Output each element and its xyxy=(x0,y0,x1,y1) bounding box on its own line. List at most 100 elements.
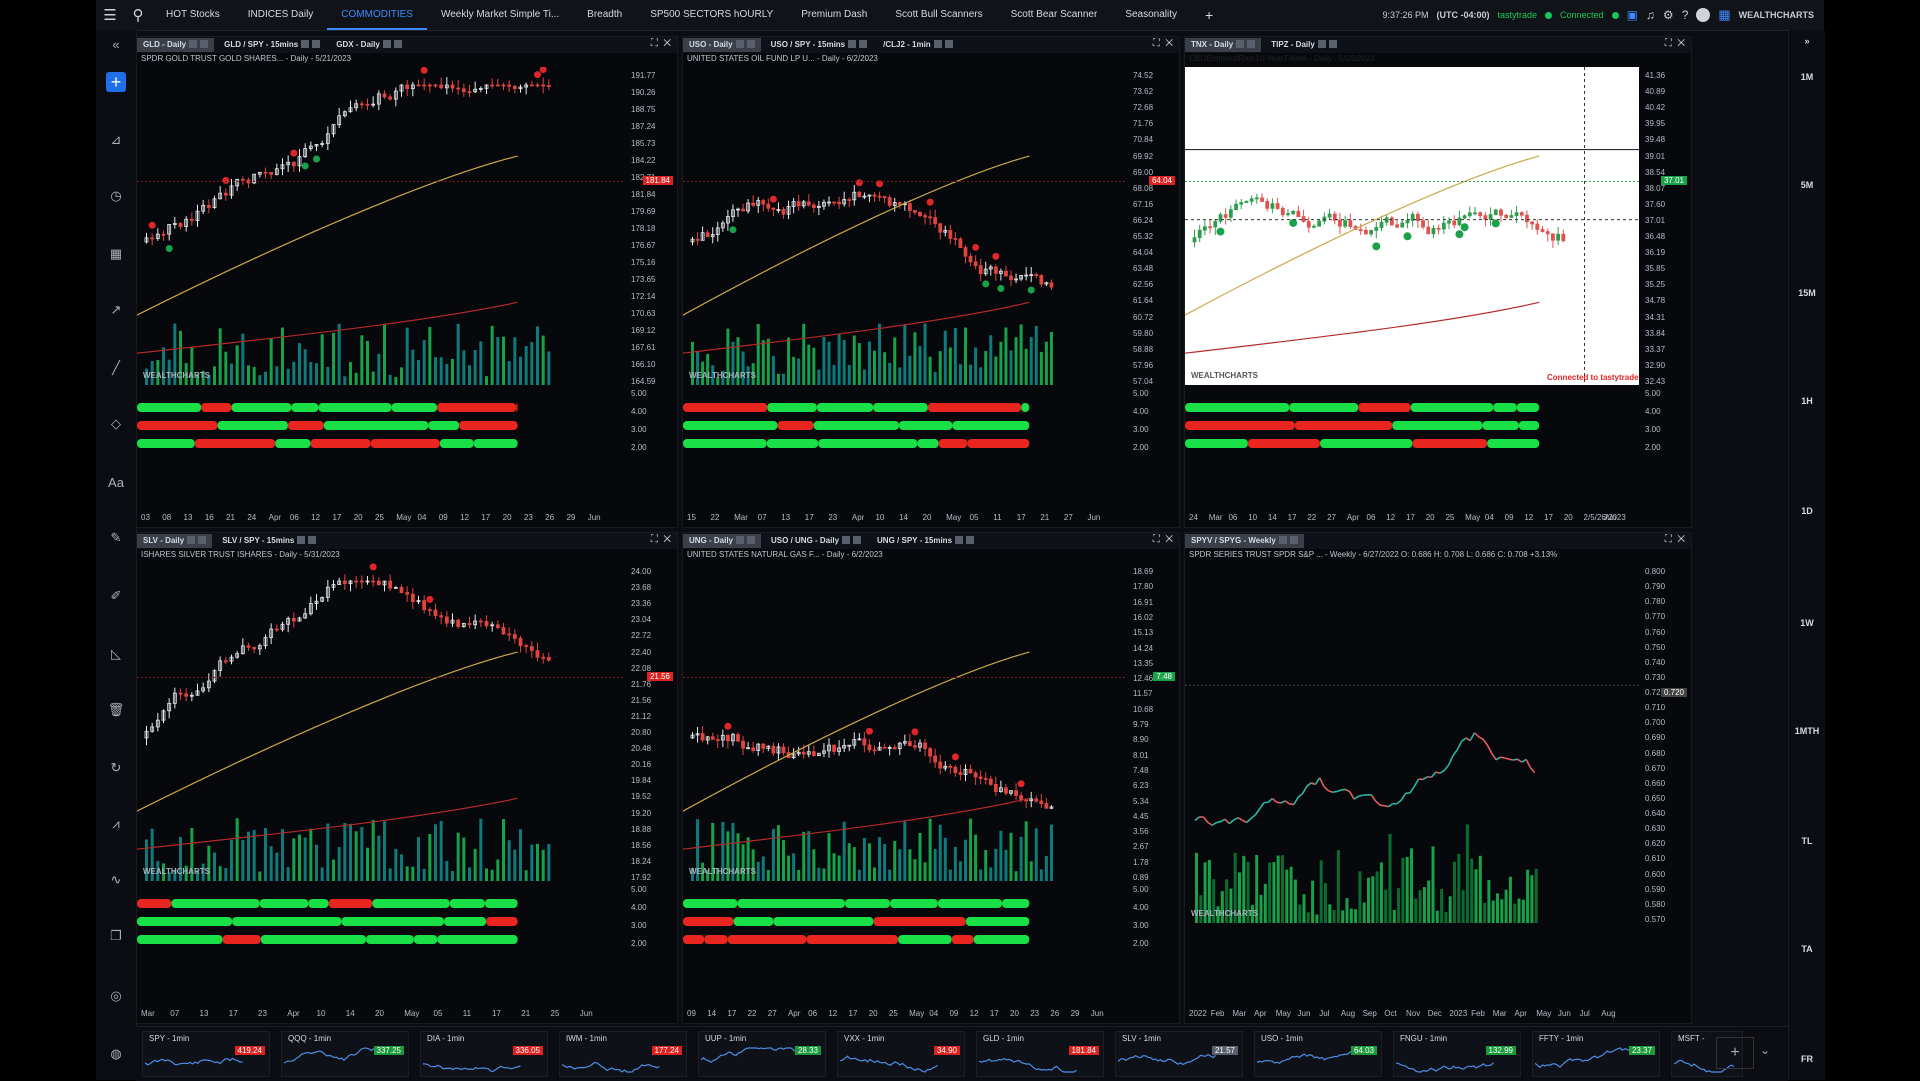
candle[interactable] xyxy=(989,779,992,784)
chart-plot-area[interactable] xyxy=(1185,563,1639,923)
close-tab-icon[interactable] xyxy=(966,536,974,544)
candle[interactable] xyxy=(1427,227,1430,234)
candle[interactable] xyxy=(241,179,244,180)
candle[interactable] xyxy=(292,618,295,621)
chart-tab[interactable]: SLV / SPY - 15mins xyxy=(216,534,322,548)
candle[interactable] xyxy=(908,742,911,746)
candle[interactable] xyxy=(377,581,380,585)
indicator-pane[interactable] xyxy=(1185,395,1639,458)
tab-premium-dash[interactable]: Premium Dash xyxy=(787,0,881,30)
candle[interactable] xyxy=(1557,234,1560,240)
candle[interactable] xyxy=(406,85,409,89)
candle[interactable] xyxy=(1562,234,1565,240)
candle[interactable] xyxy=(270,172,273,174)
candle[interactable] xyxy=(878,196,881,197)
candle[interactable] xyxy=(224,193,227,195)
tab-sp500-sectors[interactable]: SP500 SECTORS hOURLY xyxy=(636,0,787,30)
settings-icon[interactable] xyxy=(189,40,197,48)
candle[interactable] xyxy=(883,747,886,748)
candle[interactable] xyxy=(1546,232,1549,234)
candle[interactable] xyxy=(913,746,916,748)
candle[interactable] xyxy=(974,262,977,266)
candle[interactable] xyxy=(162,234,165,235)
candle[interactable] xyxy=(1219,215,1222,222)
close-icon[interactable]: ✕ xyxy=(1677,38,1685,49)
candle[interactable] xyxy=(1245,201,1248,202)
collapse-panel-icon[interactable]: « xyxy=(106,34,126,54)
candle[interactable] xyxy=(863,739,866,745)
candle[interactable] xyxy=(1541,229,1544,231)
candle[interactable] xyxy=(883,197,886,198)
indicator-pane[interactable] xyxy=(683,395,1127,458)
chart-plot-area[interactable] xyxy=(683,67,1127,385)
close-tab-icon[interactable] xyxy=(1290,536,1298,544)
candle[interactable] xyxy=(1214,221,1217,227)
avatar[interactable] xyxy=(1696,8,1710,22)
candle[interactable] xyxy=(457,88,460,89)
candle[interactable] xyxy=(742,209,745,211)
candle[interactable] xyxy=(1318,221,1321,226)
help-icon[interactable]: ? xyxy=(1682,8,1689,22)
candle[interactable] xyxy=(893,748,896,749)
chart-plot-area[interactable] xyxy=(1185,67,1639,385)
close-tab-icon[interactable] xyxy=(312,40,320,48)
tab-weekly-market[interactable]: Weekly Market Simple Ti... xyxy=(427,0,573,30)
candle[interactable] xyxy=(954,767,957,772)
candle[interactable] xyxy=(1020,796,1023,800)
candle[interactable] xyxy=(1474,213,1477,214)
candle[interactable] xyxy=(1224,215,1227,218)
candle[interactable] xyxy=(802,752,805,754)
tab-bear-scanner[interactable]: Scott Bear Scanner xyxy=(997,0,1112,30)
candle[interactable] xyxy=(1004,271,1007,276)
candle[interactable] xyxy=(929,749,932,756)
chart-tab[interactable]: /CLJ2 - 1min xyxy=(877,38,959,52)
settings-icon[interactable] xyxy=(301,40,309,48)
close-tab-icon[interactable] xyxy=(747,40,755,48)
candle[interactable] xyxy=(1240,203,1243,205)
candle[interactable] xyxy=(1255,198,1258,199)
candle[interactable] xyxy=(1380,222,1383,227)
candle[interactable] xyxy=(292,162,295,166)
chart-tab[interactable]: GDX - Daily xyxy=(330,38,408,52)
timeframe-1d[interactable]: 1D xyxy=(1789,506,1825,516)
candle[interactable] xyxy=(833,745,836,751)
close-tab-icon[interactable] xyxy=(945,40,953,48)
candle[interactable] xyxy=(440,85,443,88)
tab-hot-stocks[interactable]: HOT Stocks xyxy=(152,0,234,30)
candle[interactable] xyxy=(974,773,977,777)
candle[interactable] xyxy=(1349,221,1352,227)
candle[interactable] xyxy=(445,617,448,623)
candle[interactable] xyxy=(1432,228,1435,233)
candle[interactable] xyxy=(406,593,409,595)
candle[interactable] xyxy=(1551,234,1554,240)
candle[interactable] xyxy=(1448,221,1451,223)
candle[interactable] xyxy=(1004,788,1007,793)
candle[interactable] xyxy=(1370,230,1373,233)
candle[interactable] xyxy=(858,192,861,197)
candle[interactable] xyxy=(1422,221,1425,227)
candle[interactable] xyxy=(969,769,972,772)
line-tool-icon[interactable]: ╱ xyxy=(106,358,126,378)
candle[interactable] xyxy=(542,657,545,658)
add-mini-chart-button[interactable]: + xyxy=(1716,1037,1754,1069)
price-chart[interactable] xyxy=(1185,563,1639,923)
ruler-icon[interactable]: ◺ xyxy=(106,644,126,664)
candle[interactable] xyxy=(179,693,182,694)
search-icon[interactable]: ⚲ xyxy=(124,0,152,30)
candle[interactable] xyxy=(1040,801,1043,804)
candle[interactable] xyxy=(1396,225,1399,227)
indicator-pane[interactable] xyxy=(683,891,1127,954)
candle[interactable] xyxy=(1010,276,1013,280)
price-chart[interactable] xyxy=(137,67,625,385)
pencil-icon[interactable]: ✎ xyxy=(106,528,126,548)
candle[interactable] xyxy=(898,203,901,205)
candle[interactable] xyxy=(1250,199,1253,201)
candle[interactable] xyxy=(701,734,704,740)
settings-icon[interactable] xyxy=(848,40,856,48)
